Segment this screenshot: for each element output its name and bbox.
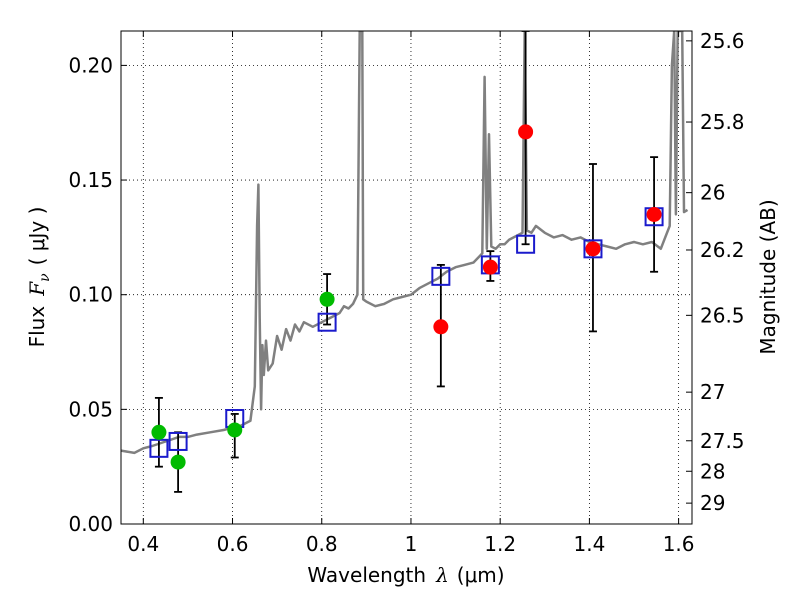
- y2-tick-label: 27: [700, 380, 725, 404]
- observed-points-layer: [151, 124, 662, 470]
- y-tick-label: 0.00: [68, 512, 113, 536]
- y2-tick-label: 26.2: [700, 238, 745, 262]
- model-photometry-square: [168, 431, 188, 451]
- model-photometry-square: [317, 312, 337, 332]
- y-tick-label: 0.05: [68, 397, 113, 421]
- model-spectrum-line: [121, 31, 689, 455]
- y2-tick-label: 26: [700, 181, 725, 205]
- y-tick-label: 0.15: [68, 168, 113, 192]
- observed-nir-point: [585, 241, 601, 257]
- y-axis-label: FluxFν( μJy ): [25, 207, 53, 348]
- x-tick-label: 1.6: [663, 532, 695, 556]
- y2-tick-label: 25.8: [700, 110, 745, 134]
- model-spectrum-layer: [121, 31, 689, 455]
- observed-nir-point: [646, 206, 662, 222]
- x-tick-label: 1.2: [484, 532, 516, 556]
- observed-nir-point: [518, 124, 534, 140]
- y2-tick-label: 25.6: [700, 29, 745, 53]
- x-tick-label: 1.4: [573, 532, 605, 556]
- errorbars-layer: [154, 31, 659, 493]
- model-photometry-square: [583, 239, 603, 259]
- y2-axis-label: Magnitude (AB): [756, 199, 780, 354]
- observed-nir-point: [482, 259, 498, 275]
- observed-optical-point: [227, 422, 243, 438]
- x-tick-label: 0.8: [306, 532, 338, 556]
- plot-frame: [120, 30, 693, 525]
- grid: [121, 31, 692, 525]
- x-tick-label: 0.6: [217, 532, 249, 556]
- x-tick-label: 0.4: [127, 532, 159, 556]
- model-photometry-square: [431, 266, 451, 286]
- observed-optical-point: [151, 424, 167, 440]
- y-tick-label: 0.10: [68, 283, 113, 307]
- y2-tick-label: 27.5: [700, 429, 745, 453]
- x-axis-ticks: 0.4 0.6 0.8 1 1.2 1.4 1.6: [127, 31, 695, 556]
- x-axis-label: Wavelength λ (μm): [307, 563, 504, 587]
- y2-tick-label: 26.5: [700, 303, 745, 327]
- model-photometry-square: [516, 234, 536, 254]
- observed-optical-point: [319, 291, 335, 307]
- y-tick-label: 0.20: [68, 53, 113, 77]
- x-tick-label: 1: [405, 532, 418, 556]
- observed-nir-point: [433, 319, 449, 335]
- y-axis-ticks: 0.00 0.05 0.10 0.15 0.20: [68, 53, 127, 536]
- observed-optical-point: [170, 454, 186, 470]
- model-photometry-layer: [149, 207, 664, 458]
- y2-tick-label: 29: [700, 491, 725, 515]
- model-photometry-square: [149, 438, 169, 458]
- y2-axis-ticks: 25.6 25.8 26 26.2 26.5 27 27.5 28 29: [686, 29, 745, 515]
- y2-tick-label: 28: [700, 459, 725, 483]
